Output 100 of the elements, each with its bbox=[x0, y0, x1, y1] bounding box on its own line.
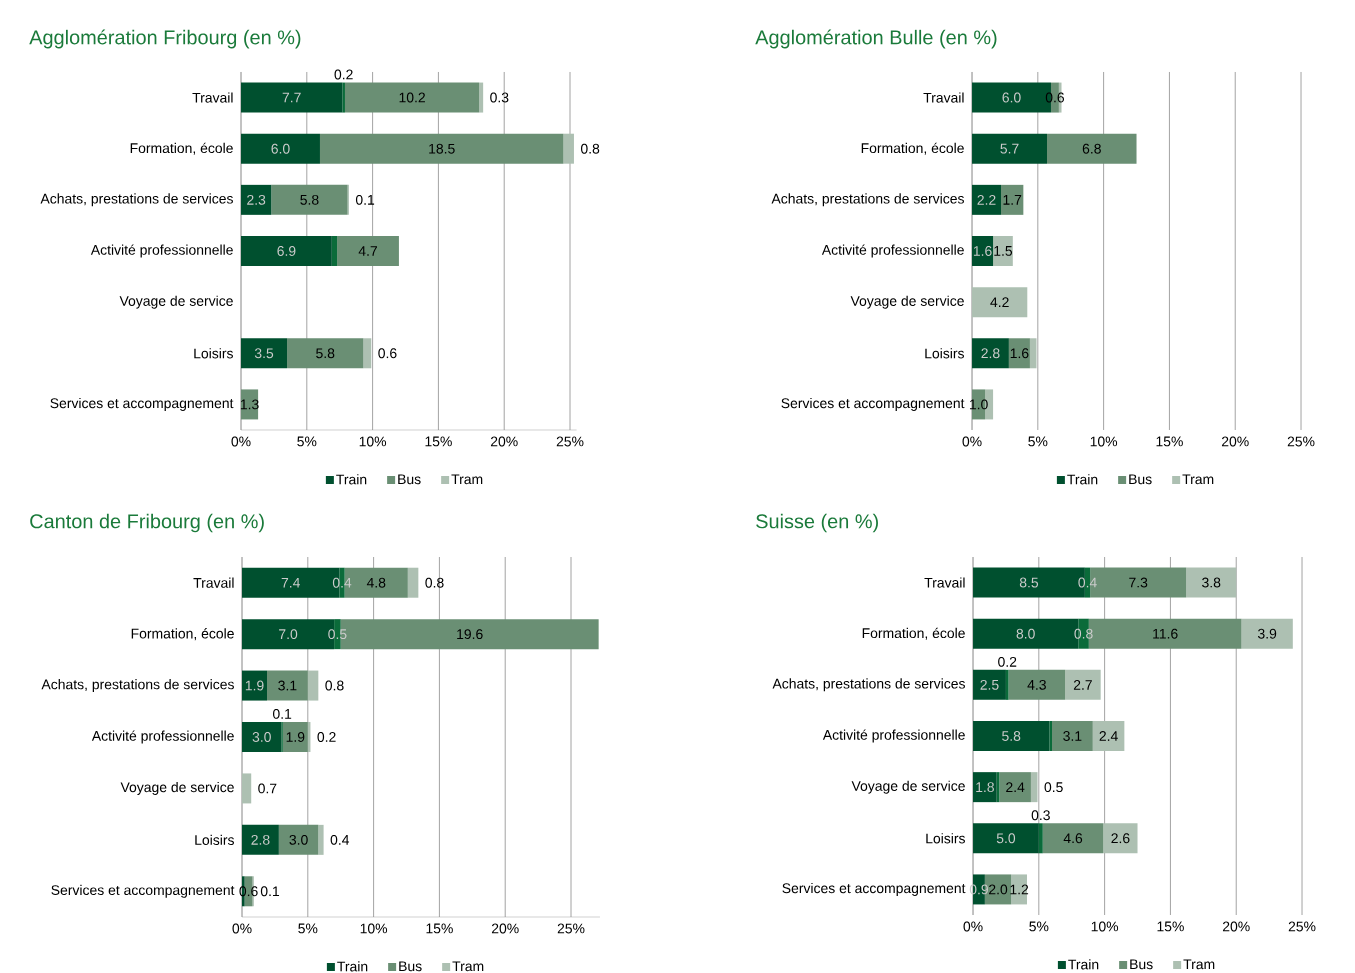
data-label: 0.8 bbox=[580, 143, 600, 154]
x-tick-label: 20% bbox=[491, 923, 519, 934]
y-tick-label: Services et accompagnement bbox=[51, 884, 235, 898]
data-label: 2.6 bbox=[1111, 833, 1130, 844]
y-tick-label: Voyage de service bbox=[120, 781, 234, 795]
data-label: 0.6 bbox=[239, 886, 258, 897]
data-label: 5.8 bbox=[1002, 731, 1021, 741]
y-tick-label: Activité professionnelle bbox=[91, 730, 234, 744]
legend-label: Bus bbox=[1130, 959, 1153, 970]
x-tick-label: 15% bbox=[1156, 436, 1183, 447]
legend-label: Bus bbox=[399, 961, 422, 972]
x-tick-label: 5% bbox=[298, 923, 318, 934]
data-label: 6.0 bbox=[271, 143, 290, 154]
data-label: 0.4 bbox=[1078, 577, 1097, 588]
y-tick-label: Loisirs bbox=[194, 348, 233, 359]
data-label: 19.6 bbox=[457, 629, 483, 640]
y-tick-label: Services et accompagnement bbox=[782, 882, 966, 896]
data-label: 0.3 bbox=[1031, 810, 1050, 821]
y-tick-label: Voyage de service bbox=[850, 295, 964, 309]
chart-title: Canton de Fribourg (en %) bbox=[30, 513, 264, 533]
data-label: 0.4 bbox=[332, 577, 352, 588]
x-tick-label: 0% bbox=[962, 436, 982, 447]
data-label: 6.0 bbox=[1002, 92, 1021, 103]
data-label: 1.5 bbox=[994, 246, 1013, 256]
y-tick-label: Voyage de service bbox=[119, 295, 233, 309]
y-tick-label: Activité professionnelle bbox=[821, 244, 964, 258]
x-tick-label: 20% bbox=[1222, 921, 1250, 932]
y-tick-label: Formation, école bbox=[130, 142, 233, 155]
x-tick-label: 0% bbox=[231, 436, 251, 447]
x-tick-label: 25% bbox=[1288, 921, 1316, 932]
data-label: 2.8 bbox=[251, 834, 270, 845]
legend-label: Train bbox=[1067, 474, 1098, 485]
legend-label: Tram bbox=[1182, 474, 1214, 485]
y-tick-label: Travail bbox=[923, 92, 964, 103]
data-label: 2.4 bbox=[1006, 782, 1025, 793]
legend-label: Bus bbox=[1129, 474, 1152, 485]
chart-title: Agglomération Bulle (en %) bbox=[755, 29, 997, 49]
data-label: 0.3 bbox=[490, 92, 509, 103]
legend-label: Tram bbox=[451, 474, 483, 485]
data-label: 0.8 bbox=[325, 680, 344, 691]
data-label: 5.8 bbox=[316, 348, 335, 359]
data-label: 2.4 bbox=[1099, 731, 1118, 741]
data-label: 0.5 bbox=[328, 629, 347, 640]
legend-label: Bus bbox=[398, 474, 421, 485]
data-label: 0.8 bbox=[425, 577, 444, 588]
data-label: 1.9 bbox=[286, 732, 305, 742]
data-label: 1.7 bbox=[1003, 195, 1022, 205]
data-label: 0.8 bbox=[1074, 628, 1093, 639]
y-tick-label: Achats, prestations de services bbox=[772, 678, 965, 692]
y-tick-label: Loisirs bbox=[925, 348, 964, 359]
data-label: 10.2 bbox=[399, 92, 425, 103]
y-tick-label: Travail bbox=[193, 577, 234, 588]
data-label: 6.9 bbox=[277, 246, 296, 256]
x-tick-label: 5% bbox=[1029, 921, 1049, 932]
data-label: 0.7 bbox=[258, 783, 277, 794]
y-tick-label: Travail bbox=[924, 577, 965, 588]
x-tick-label: 15% bbox=[1157, 921, 1184, 932]
data-label: 0.2 bbox=[317, 732, 336, 742]
legend-label: Tram bbox=[452, 961, 484, 972]
x-tick-label: 15% bbox=[425, 436, 452, 447]
data-label: 11.6 bbox=[1153, 628, 1178, 639]
data-label: 7.3 bbox=[1129, 577, 1148, 588]
x-tick-label: 10% bbox=[360, 923, 388, 934]
x-tick-label: 15% bbox=[426, 923, 453, 934]
x-tick-label: 10% bbox=[359, 436, 387, 447]
y-tick-label: Activité professionnelle bbox=[90, 244, 233, 258]
y-tick-label: Achats, prestations de services bbox=[40, 193, 233, 207]
x-tick-label: 10% bbox=[1090, 436, 1118, 447]
data-label: 6.8 bbox=[1082, 143, 1101, 154]
data-label: 1.2 bbox=[1010, 884, 1029, 895]
chart-title: Suisse (en %) bbox=[756, 513, 878, 533]
data-label: 1.6 bbox=[973, 246, 992, 256]
data-label: 2.8 bbox=[981, 348, 1000, 359]
data-label: 0.6 bbox=[378, 348, 397, 359]
x-tick-label: 20% bbox=[1221, 436, 1249, 447]
data-label: 3.1 bbox=[278, 680, 297, 691]
y-tick-label: Activité professionnelle bbox=[822, 729, 965, 743]
x-tick-label: 25% bbox=[1287, 436, 1315, 447]
data-label: 4.8 bbox=[366, 577, 386, 588]
data-label: 2.0 bbox=[989, 884, 1008, 895]
y-tick-label: Formation, école bbox=[131, 628, 234, 641]
data-label: 2.2 bbox=[977, 194, 996, 205]
y-tick-label: Voyage de service bbox=[851, 780, 965, 794]
data-label: 3.8 bbox=[1202, 577, 1221, 588]
y-tick-label: Achats, prestations de services bbox=[41, 679, 234, 693]
x-tick-label: 25% bbox=[557, 923, 585, 934]
data-label: 5.7 bbox=[1000, 143, 1019, 154]
data-label: 0.2 bbox=[998, 656, 1017, 667]
data-label: 3.0 bbox=[289, 834, 308, 845]
y-tick-label: Formation, école bbox=[861, 142, 964, 155]
y-tick-label: Services et accompagnement bbox=[781, 397, 965, 411]
y-tick-label: Achats, prestations de services bbox=[771, 193, 964, 207]
data-label: 18.5 bbox=[429, 143, 455, 154]
legend-label: Train bbox=[1068, 959, 1099, 970]
legend-label: Train bbox=[336, 474, 367, 485]
data-label: 5.8 bbox=[300, 194, 319, 205]
data-label: 0.1 bbox=[355, 194, 375, 205]
data-label: 3.0 bbox=[252, 732, 271, 742]
data-label: 7.4 bbox=[281, 577, 300, 588]
x-tick-label: 25% bbox=[556, 436, 584, 447]
